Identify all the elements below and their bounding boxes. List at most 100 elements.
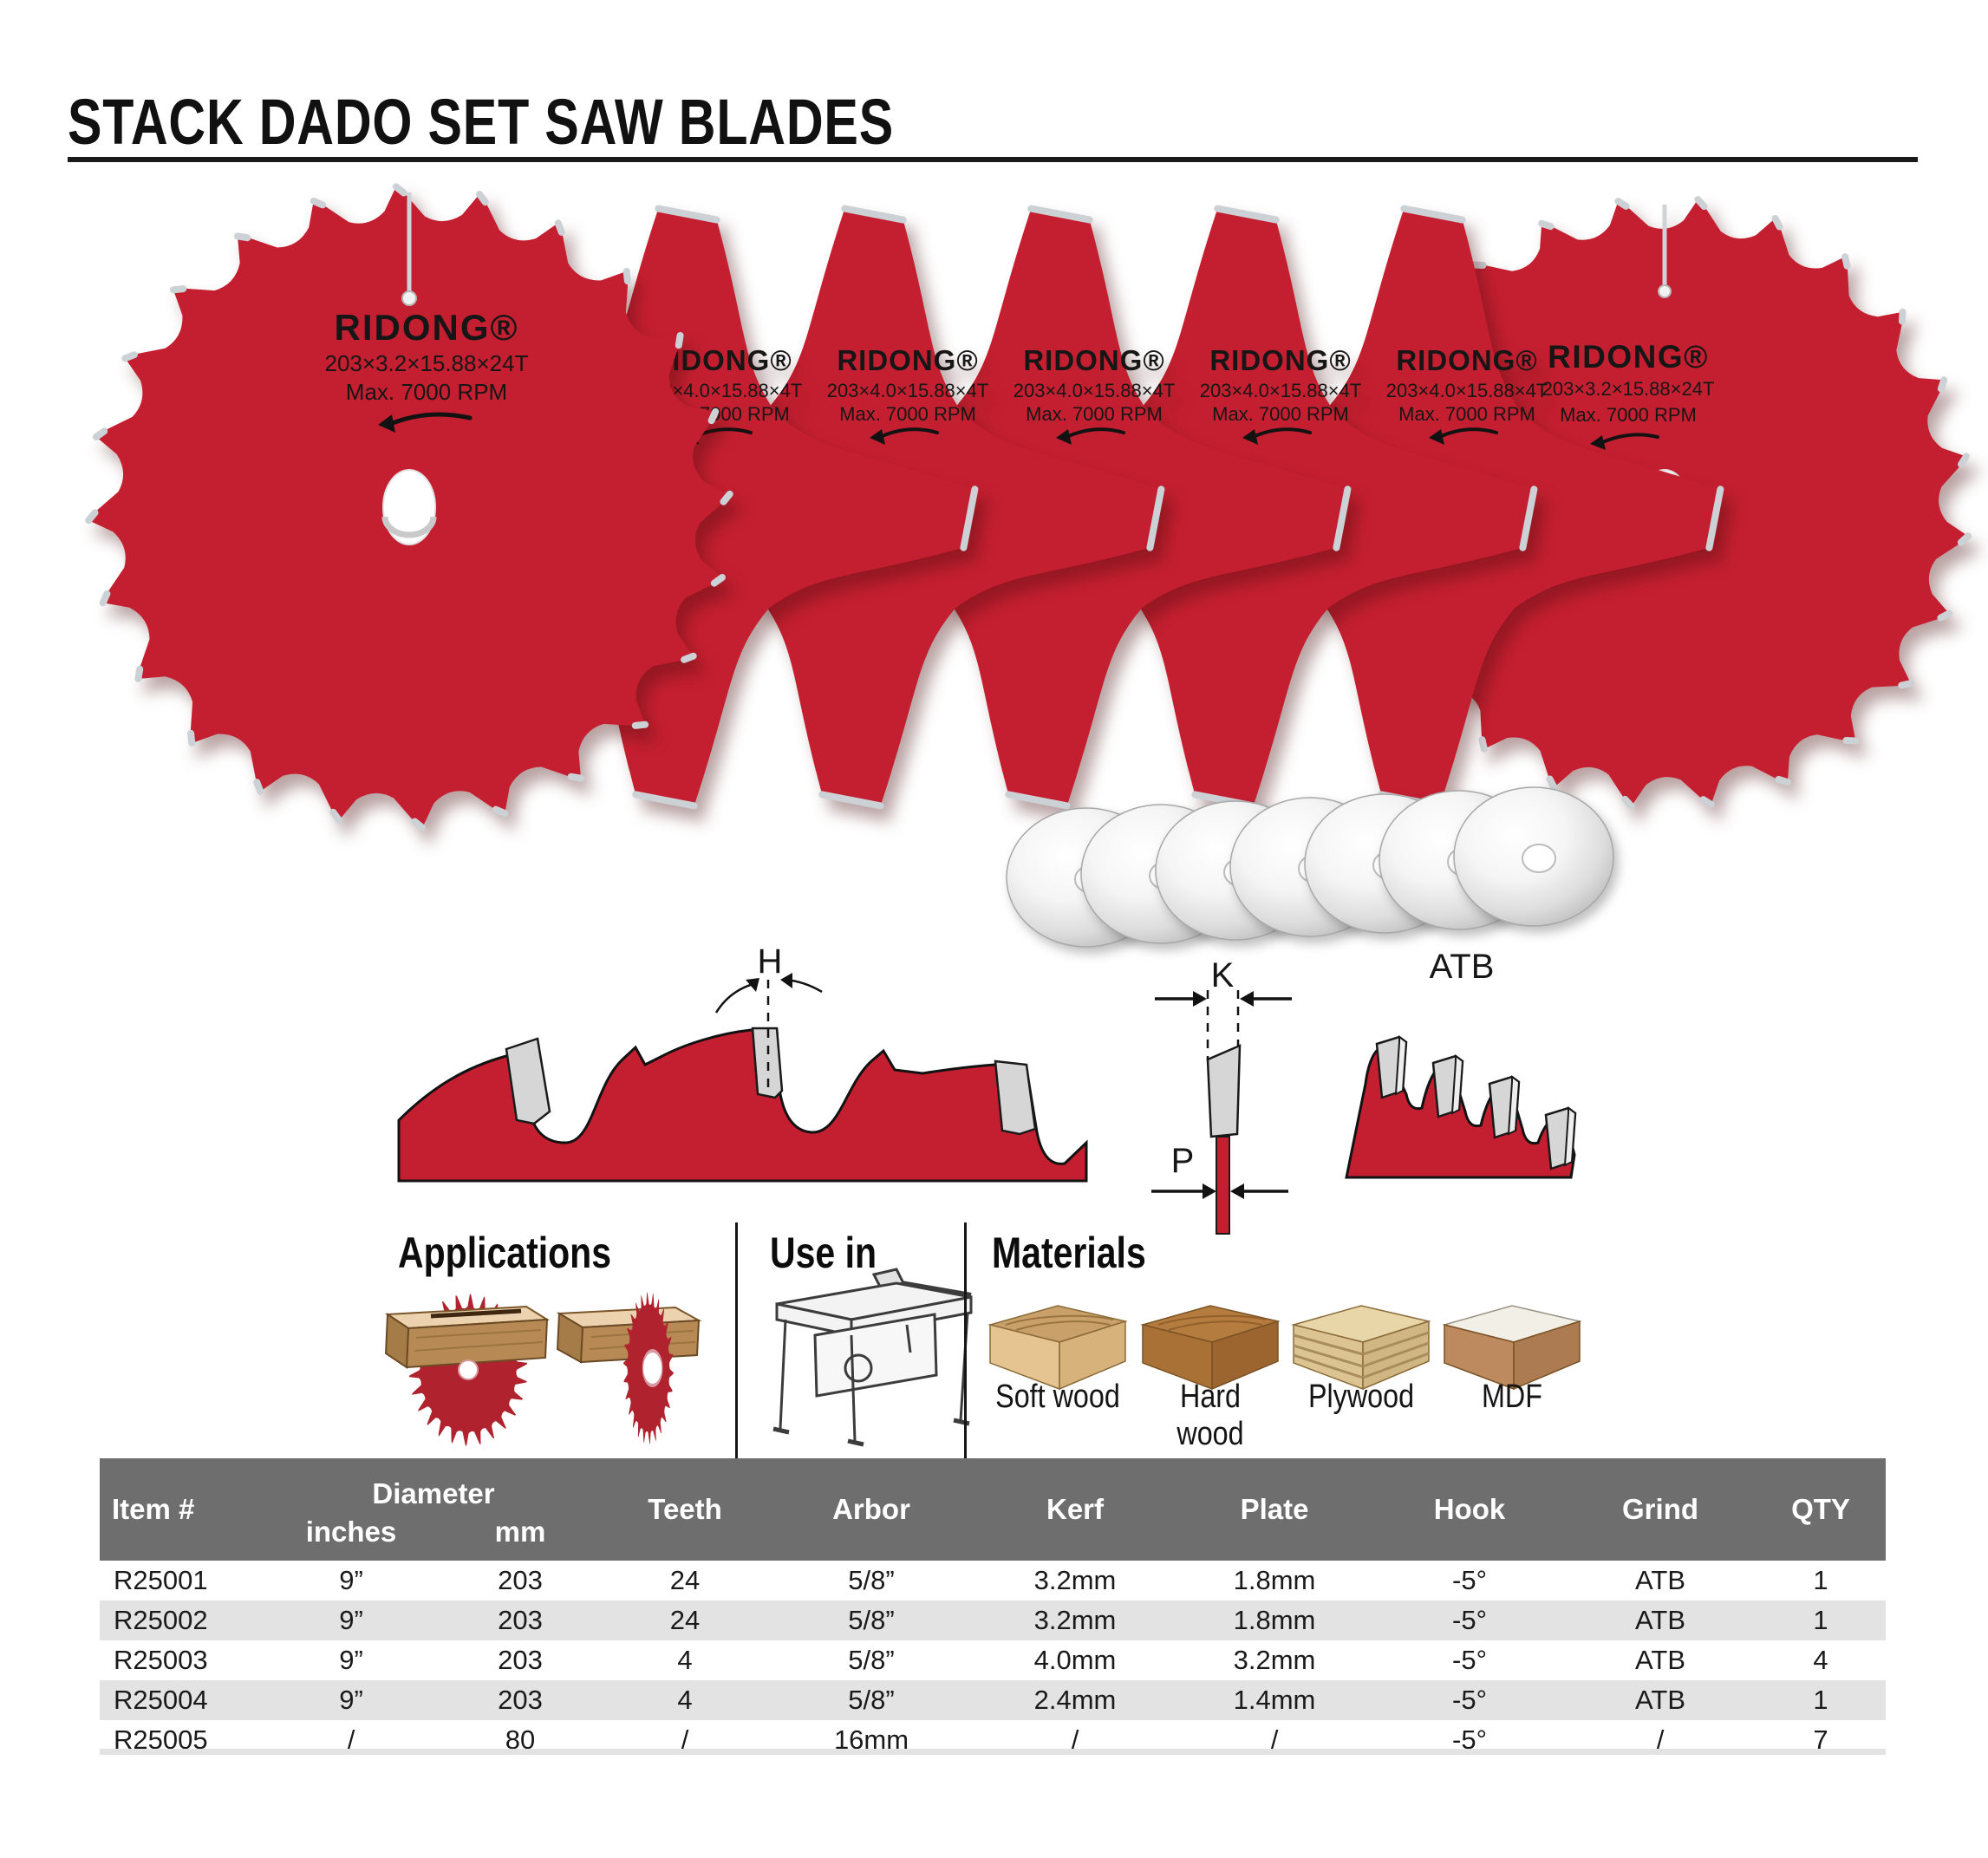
carbide-tips <box>933 205 1538 810</box>
material-samples <box>987 1305 1582 1391</box>
blade-spec-print: 203×3.2×15.88×24T <box>325 350 529 376</box>
atb-tooth <box>1375 1035 1408 1099</box>
plywood-sample <box>1291 1305 1431 1391</box>
dado-slot <box>430 1308 522 1319</box>
height-wheel <box>844 1353 873 1383</box>
rotation-arrowhead-icon <box>1242 429 1258 445</box>
arbor-hole <box>642 1349 663 1387</box>
cell-mm: 203 <box>498 1565 543 1595</box>
cell-mm: 203 <box>498 1685 543 1715</box>
application-cross-cut <box>556 1292 702 1444</box>
col-header-plate: Plate <box>1175 1458 1375 1561</box>
cell-inches: 9” <box>339 1645 363 1675</box>
blade-spec-print: 203×3.2×15.88×24T <box>1542 378 1715 400</box>
carbide-tips <box>746 205 1352 810</box>
blade-brand-print: RIDONG® <box>837 344 978 376</box>
cell-teeth: 24 <box>669 1565 701 1595</box>
cell-hook: -5° <box>1452 1565 1487 1595</box>
cell-teeth: 4 <box>677 1645 693 1675</box>
blade-spec-print: 203×4.0×15.88×4T <box>1386 380 1548 401</box>
rotation-arrow-icon <box>386 412 473 427</box>
ply-layers <box>1293 1331 1430 1379</box>
cell-qty: 4 <box>1813 1645 1828 1675</box>
table-saw-illustration <box>772 1268 973 1447</box>
blade-edge-profile <box>1345 1044 1576 1179</box>
cell-inches: 9” <box>339 1565 363 1595</box>
cell-arbor: 5/8” <box>848 1645 895 1675</box>
blade-brand-print: RIDONG® <box>1209 344 1351 376</box>
blade-rpm-print: Max. 7000 RPM <box>839 403 976 425</box>
rotation-arrowhead-icon <box>1056 429 1072 445</box>
arrowhead-icon <box>1230 1183 1244 1199</box>
cell-kerf: 3.2mm <box>1033 1605 1117 1635</box>
cell-hook: -5° <box>1452 1685 1487 1715</box>
atb-tooth <box>1431 1054 1464 1118</box>
table-row: R25001 9” 203 24 5/8” 3.2mm 1.8mm -5° AT… <box>100 1561 1886 1600</box>
blade-brand-print: RIDONG® <box>1396 344 1537 376</box>
expansion-slot-hole <box>1658 284 1672 298</box>
cell-inches: / <box>347 1724 355 1755</box>
arrowhead-icon <box>1203 1183 1216 1199</box>
cell-item: R25002 <box>114 1605 208 1635</box>
application-groove-cut <box>384 1294 551 1446</box>
vertical-blade-in-wood <box>622 1292 675 1444</box>
section-divider <box>964 1222 967 1476</box>
hard-wood-sample <box>1140 1305 1281 1391</box>
blade-brand-print: RIDONG® <box>1023 344 1164 376</box>
rotation-arrow-icon <box>1063 427 1125 440</box>
atb-tooth <box>1544 1106 1577 1170</box>
saw-cabinet <box>813 1313 938 1398</box>
carbide-tips <box>560 205 1165 810</box>
rotation-arrow-icon <box>1249 427 1312 440</box>
col-header-qty: QTY <box>1756 1458 1887 1561</box>
hook-angle-diagram: H <box>397 942 1088 1183</box>
cell-grind: ATB <box>1635 1685 1686 1715</box>
col-header-arbor: Arbor <box>767 1458 976 1561</box>
spec-table: Item # Diameter Teeth Arbor Kerf Plate H… <box>100 1458 1887 1760</box>
cell-arbor: 5/8” <box>848 1565 895 1595</box>
cell-qty: 7 <box>1813 1724 1828 1755</box>
carbide-tips <box>1119 205 1724 810</box>
soft-wood-sample <box>987 1305 1128 1391</box>
cell-plate: 1.8mm <box>1233 1565 1316 1595</box>
col-header-hook: Hook <box>1374 1458 1566 1561</box>
blade-brand-print: RIDONG® <box>1548 339 1709 375</box>
cell-kerf: / <box>1071 1724 1079 1755</box>
material-label-mdf: MDF <box>1482 1379 1542 1415</box>
saw-legs <box>779 1312 969 1442</box>
carbide-tips <box>85 183 733 831</box>
cell-item: R25003 <box>114 1645 208 1675</box>
blade-rim-profile <box>397 1028 1088 1183</box>
carbide-tooth <box>994 1059 1037 1136</box>
rotation-arrow-icon <box>877 427 939 440</box>
cell-grind: ATB <box>1635 1565 1686 1595</box>
rotation-arrowhead-icon <box>378 414 395 433</box>
cell-arbor: 5/8” <box>848 1685 895 1715</box>
kerf-label: K <box>1211 956 1235 994</box>
material-label-plywood: Plywood <box>1307 1379 1415 1415</box>
atb-grind-diagram: ATB <box>1345 948 1577 1179</box>
cell-hook: -5° <box>1452 1645 1487 1675</box>
page-title: STACK DADO SET SAW BLADES <box>68 86 894 158</box>
table-row: R25002 9” 203 24 5/8” 3.2mm 1.8mm -5° AT… <box>100 1600 1887 1640</box>
cell-mm: 203 <box>498 1645 543 1675</box>
blade-rpm-print: Max. 7000 RPM <box>346 379 507 405</box>
arbor-hole <box>382 469 436 545</box>
rotation-arrow-icon <box>1436 427 1498 440</box>
blade-spec-print: 203×4.0×15.88×4T <box>1014 380 1176 401</box>
cell-inches: 9” <box>339 1685 363 1715</box>
illustration-canvas: RIDONG® 203×3.2×15.88×24T Max. 7000 RPM … <box>85 183 1972 1447</box>
hook-angle-label: H <box>758 942 783 981</box>
rotation-arrowhead-icon <box>1429 429 1444 445</box>
cell-kerf: 4.0mm <box>1033 1645 1117 1675</box>
use-in-heading: Use in <box>770 1229 877 1277</box>
grind-label: ATB <box>1430 948 1495 986</box>
col-header-inches: inches <box>264 1510 438 1561</box>
cell-kerf: 3.2mm <box>1033 1565 1117 1595</box>
cell-arbor: 5/8” <box>848 1605 895 1635</box>
material-label-hardwood: Hard wood <box>1177 1379 1244 1452</box>
cell-grind: ATB <box>1635 1645 1686 1675</box>
cell-plate: 1.4mm <box>1233 1685 1316 1715</box>
carbide-tooth <box>505 1037 551 1125</box>
